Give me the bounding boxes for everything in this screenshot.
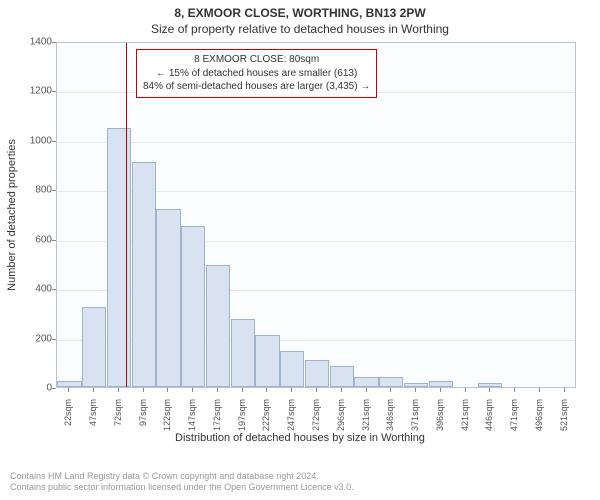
x-tick-mark: [143, 388, 144, 392]
y-tick-mark: [52, 289, 56, 290]
x-tick-mark: [242, 388, 243, 392]
y-axis-label: Number of detached properties: [6, 139, 18, 291]
histogram-bar: [107, 128, 131, 388]
x-tick-mark: [291, 388, 292, 392]
x-tick-label: 147sqm: [187, 399, 197, 439]
annotation-line: ← 15% of detached houses are smaller (61…: [143, 67, 370, 81]
y-tick-mark: [52, 339, 56, 340]
x-tick-label: 47sqm: [88, 399, 98, 439]
histogram-bar: [255, 335, 279, 387]
plot-area: 8 EXMOOR CLOSE: 80sqm← 15% of detached h…: [56, 42, 576, 388]
x-tick-label: 197sqm: [237, 399, 247, 439]
footer-attribution: Contains HM Land Registry data © Crown c…: [10, 471, 354, 494]
annotation-line: 84% of semi-detached houses are larger (…: [143, 80, 370, 94]
y-tick-label: 800: [12, 185, 52, 196]
annotation-line: 8 EXMOOR CLOSE: 80sqm: [143, 53, 370, 67]
x-tick-mark: [489, 388, 490, 392]
x-tick-label: 72sqm: [113, 399, 123, 439]
x-tick-label: 272sqm: [311, 399, 321, 439]
histogram-bar: [280, 351, 304, 387]
histogram-bar: [404, 383, 428, 387]
histogram-bar: [429, 381, 453, 387]
y-tick-label: 400: [12, 284, 52, 295]
x-tick-mark: [167, 388, 168, 392]
chart-title-main: 8, EXMOOR CLOSE, WORTHING, BN13 2PW: [0, 0, 600, 20]
histogram-bar: [305, 360, 329, 387]
histogram-bar: [132, 162, 156, 387]
footer-line-1: Contains HM Land Registry data © Crown c…: [10, 471, 354, 483]
y-tick-label: 1000: [12, 135, 52, 146]
x-tick-mark: [93, 388, 94, 392]
x-tick-label: 371sqm: [410, 399, 420, 439]
reference-marker-line: [126, 43, 127, 387]
x-tick-mark: [465, 388, 466, 392]
x-tick-mark: [366, 388, 367, 392]
x-tick-label: 321sqm: [361, 399, 371, 439]
y-tick-mark: [52, 388, 56, 389]
x-tick-mark: [539, 388, 540, 392]
histogram-bar: [156, 209, 180, 387]
x-tick-label: 247sqm: [286, 399, 296, 439]
x-tick-mark: [341, 388, 342, 392]
x-tick-label: 222sqm: [261, 399, 271, 439]
x-tick-label: 396sqm: [435, 399, 445, 439]
y-tick-label: 1400: [12, 37, 52, 48]
x-tick-label: 346sqm: [385, 399, 395, 439]
y-tick-mark: [52, 190, 56, 191]
x-tick-mark: [266, 388, 267, 392]
x-tick-mark: [316, 388, 317, 392]
x-tick-label: 521sqm: [559, 399, 569, 439]
histogram-bar: [181, 226, 205, 387]
y-tick-label: 0: [12, 383, 52, 394]
x-tick-mark: [192, 388, 193, 392]
chart-title-sub: Size of property relative to detached ho…: [0, 20, 600, 36]
annotation-callout: 8 EXMOOR CLOSE: 80sqm← 15% of detached h…: [136, 49, 377, 98]
histogram-bar: [379, 377, 403, 387]
x-tick-label: 421sqm: [460, 399, 470, 439]
x-tick-label: 471sqm: [509, 399, 519, 439]
x-tick-mark: [390, 388, 391, 392]
y-tick-label: 1200: [12, 86, 52, 97]
footer-line-2: Contains public sector information licen…: [10, 482, 354, 494]
y-tick-label: 200: [12, 333, 52, 344]
x-tick-mark: [217, 388, 218, 392]
x-tick-mark: [118, 388, 119, 392]
x-tick-label: 97sqm: [138, 399, 148, 439]
y-tick-mark: [52, 141, 56, 142]
x-tick-label: 172sqm: [212, 399, 222, 439]
histogram-bar: [478, 383, 502, 387]
histogram-bar: [330, 366, 354, 387]
histogram-bar: [231, 319, 255, 387]
x-tick-mark: [514, 388, 515, 392]
x-tick-mark: [415, 388, 416, 392]
x-tick-label: 296sqm: [336, 399, 346, 439]
x-tick-mark: [440, 388, 441, 392]
histogram-bar: [57, 381, 81, 387]
gridline: [57, 142, 575, 143]
y-tick-mark: [52, 42, 56, 43]
histogram-bar: [82, 307, 106, 387]
x-tick-label: 496sqm: [534, 399, 544, 439]
chart-container: 8, EXMOOR CLOSE, WORTHING, BN13 2PW Size…: [0, 0, 600, 500]
x-tick-mark: [564, 388, 565, 392]
y-tick-mark: [52, 91, 56, 92]
x-tick-mark: [68, 388, 69, 392]
x-tick-label: 122sqm: [162, 399, 172, 439]
histogram-bar: [354, 377, 378, 387]
y-tick-label: 600: [12, 234, 52, 245]
y-tick-mark: [52, 240, 56, 241]
x-tick-label: 446sqm: [484, 399, 494, 439]
x-tick-label: 22sqm: [63, 399, 73, 439]
histogram-bar: [206, 265, 230, 387]
